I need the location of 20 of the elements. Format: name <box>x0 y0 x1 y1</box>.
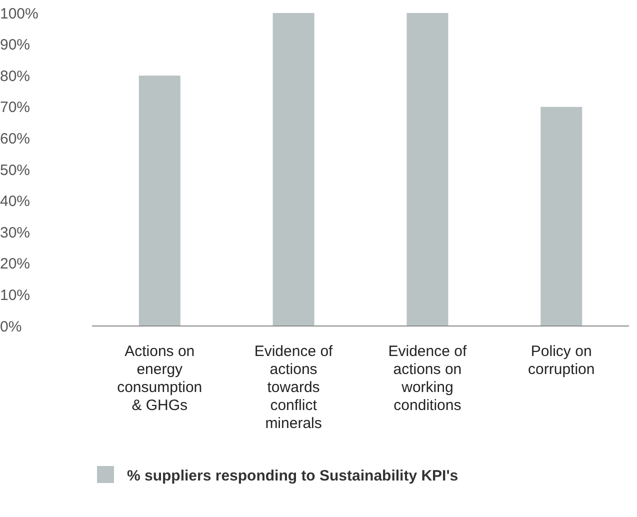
x-tick-label: Evidence of actions on working conditions <box>388 343 468 414</box>
bar <box>406 13 448 326</box>
y-tick-label: 30% <box>0 224 30 242</box>
y-tick-label: 10% <box>0 286 30 304</box>
y-tick-label: 100% <box>0 5 38 22</box>
legend-label: % suppliers responding to Sustainability KPI's <box>127 467 458 484</box>
y-tick-label: 40% <box>0 193 30 210</box>
bar <box>138 76 180 326</box>
y-tick-label: 0% <box>0 318 22 336</box>
x-tick-label: Evidence of actions towards conflict minerals <box>254 343 334 432</box>
y-tick-label: 70% <box>0 99 30 116</box>
y-tick-label: 50% <box>0 162 30 179</box>
bar <box>272 13 314 326</box>
bar <box>540 106 582 326</box>
y-tick-label: 90% <box>0 36 30 54</box>
x-tick-label: Policy on corruption <box>528 343 595 378</box>
y-tick-label: 80% <box>0 68 30 85</box>
y-tick-label: 20% <box>0 256 30 273</box>
y-tick-label: 60% <box>0 130 30 148</box>
x-tick-label: Actions on energy consumption & GHGs <box>117 343 202 414</box>
